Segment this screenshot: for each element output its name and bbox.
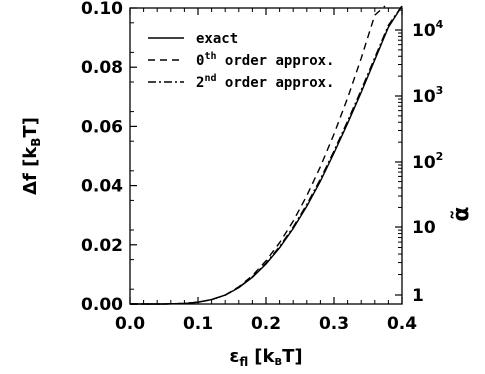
y-left-tick-label: 0.10 bbox=[81, 0, 123, 19]
y-axis-left-label: Δf [kBT] bbox=[20, 117, 43, 195]
legend-entry-label: 2nd order approx. bbox=[196, 73, 335, 91]
y-right-tick-label: 104 bbox=[412, 18, 444, 41]
y-left-tick-label: 0.00 bbox=[81, 295, 123, 315]
series-line-solid bbox=[130, 5, 403, 305]
legend: exact 0th order approx. 2nd order approx. bbox=[148, 31, 335, 91]
x-tick-label: 0.2 bbox=[251, 314, 281, 334]
y-left-tick-label: 0.02 bbox=[81, 236, 123, 256]
y-axis-right-label: α̃ bbox=[449, 206, 474, 221]
y-left-tick-label: 0.04 bbox=[81, 177, 123, 197]
legend-entry-label: 0th order approx. bbox=[196, 51, 335, 69]
y-right-tick-label: 10 bbox=[412, 218, 436, 238]
x-tick-label: 0.4 bbox=[387, 314, 417, 334]
series-line-dashdot bbox=[130, 5, 403, 305]
y-left-tick-label: 0.08 bbox=[81, 58, 123, 78]
series-layer bbox=[130, 5, 403, 305]
svg-text:Δf [kBT]: Δf [kBT] bbox=[20, 117, 43, 195]
y-right-tick-label: 103 bbox=[412, 84, 443, 107]
series-line-dashed bbox=[130, 5, 386, 305]
x-axis-label: εfl [kBT] bbox=[229, 346, 302, 369]
y-right-tick-label: 1 bbox=[412, 286, 424, 306]
x-tick-label: 0.3 bbox=[319, 314, 349, 334]
legend-entry-label: exact bbox=[196, 31, 238, 47]
x-tick-label: 0.1 bbox=[183, 314, 213, 334]
y-left-tick-label: 0.06 bbox=[81, 117, 123, 137]
x-tick-label: 0.0 bbox=[115, 314, 145, 334]
y-right-tick-label: 102 bbox=[412, 150, 443, 173]
ticks-layer: 0.0 0.1 0.2 0.3 0.4 0.00 0.02 0.04 0.06 0.08 0.10 1… bbox=[81, 0, 444, 334]
